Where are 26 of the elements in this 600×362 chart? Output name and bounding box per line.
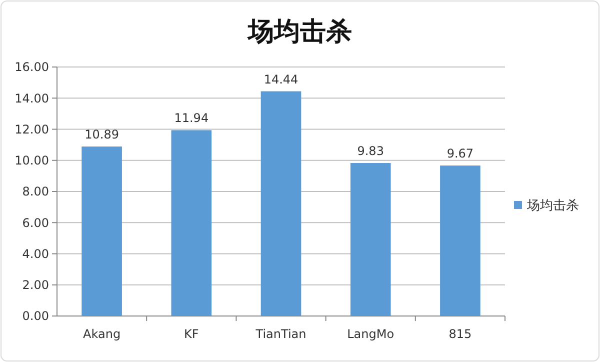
bar (350, 163, 391, 316)
data-label: 10.89 (84, 128, 119, 142)
x-tick-label: 815 (448, 327, 472, 341)
x-tick-label: Akang (83, 327, 121, 341)
data-label: 9.67 (446, 146, 474, 161)
chart-title: 场均击杀 (246, 17, 352, 47)
data-label: 11.94 (174, 111, 209, 126)
x-tick-label: TianTian (254, 327, 306, 341)
data-label: 14.44 (264, 72, 298, 86)
y-tick-label: 10.00 (14, 154, 49, 168)
data-label: 9.83 (357, 144, 384, 158)
y-tick-label: 12.00 (14, 122, 49, 136)
y-tick-label: 0.00 (22, 309, 49, 324)
x-tick-label: KF (184, 327, 199, 341)
legend-label: 场均击杀 (526, 198, 579, 214)
bar (440, 166, 480, 316)
bar (171, 130, 212, 316)
bar (260, 91, 302, 316)
bar (82, 146, 122, 316)
y-tick-label: 16.00 (14, 60, 49, 74)
y-tick-label: 8.00 (22, 184, 49, 199)
y-tick-label: 4.00 (22, 246, 49, 261)
y-tick-label: 14.00 (14, 91, 49, 106)
x-tick-label: LangMo (347, 327, 394, 341)
y-tick-label: 2.00 (22, 278, 49, 292)
y-tick-label: 6.00 (22, 216, 49, 230)
